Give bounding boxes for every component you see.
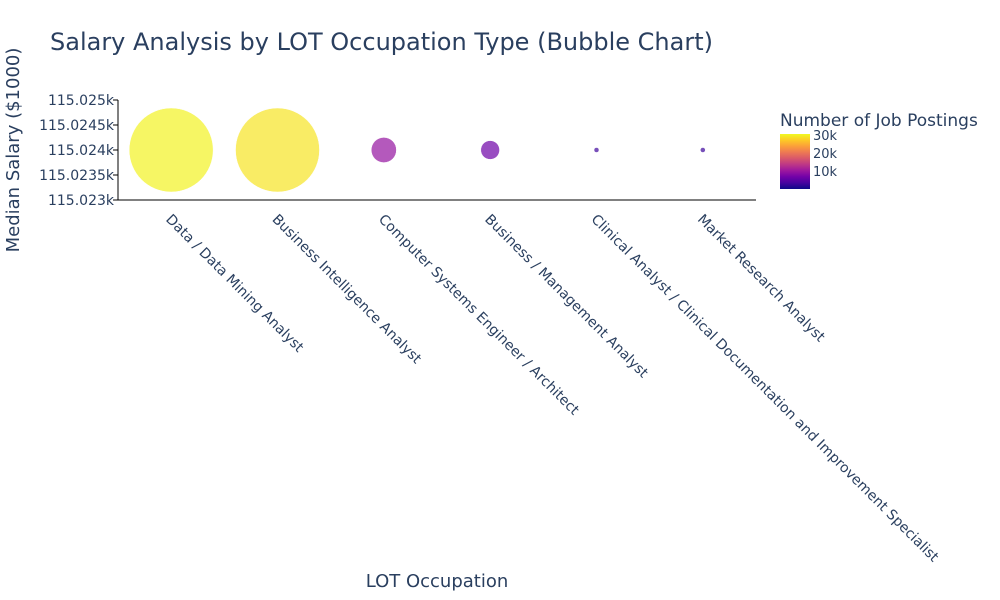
bubble-point[interactable] — [593, 147, 600, 153]
colorbar-gradient — [780, 134, 810, 189]
bubble-series — [128, 107, 706, 193]
bubble-point[interactable] — [700, 147, 706, 153]
colorbar-title: Number of Job Postings — [780, 111, 978, 131]
colorbar-legend: Number of Job Postings 10k 20k 30k — [780, 111, 978, 189]
y-tick-label: 115.024k — [48, 143, 115, 159]
y-tick-label: 115.0235k — [39, 168, 115, 184]
x-axis-title: LOT Occupation — [366, 571, 509, 592]
colorbar-tick-label: 20k — [813, 147, 838, 162]
y-tick-label: 115.023k — [48, 193, 115, 209]
x-tick-label: Computer Systems Engineer / Architect — [375, 212, 582, 419]
x-tick-label: Clinical Analyst / Clinical Documentatio… — [588, 212, 942, 566]
colorbar-tick-label: 10k — [813, 165, 838, 180]
y-axis-title: Median Salary ($1000) — [3, 48, 24, 253]
y-tick-label: 115.0245k — [39, 118, 115, 134]
y-axis: 115.023k 115.0235k 115.024k 115.0245k 115.02… — [39, 93, 119, 209]
colorbar-tick-label: 30k — [813, 129, 838, 144]
bubble-point[interactable] — [370, 137, 397, 163]
y-tick-label: 115.025k — [48, 93, 115, 109]
chart-title: Salary Analysis by LOT Occupation Type (… — [50, 28, 713, 56]
bubble-point[interactable] — [480, 140, 500, 160]
bubble-point[interactable] — [128, 107, 214, 193]
x-tick-label: Business / Management Analyst — [481, 212, 651, 382]
bubble-point[interactable] — [235, 107, 320, 193]
